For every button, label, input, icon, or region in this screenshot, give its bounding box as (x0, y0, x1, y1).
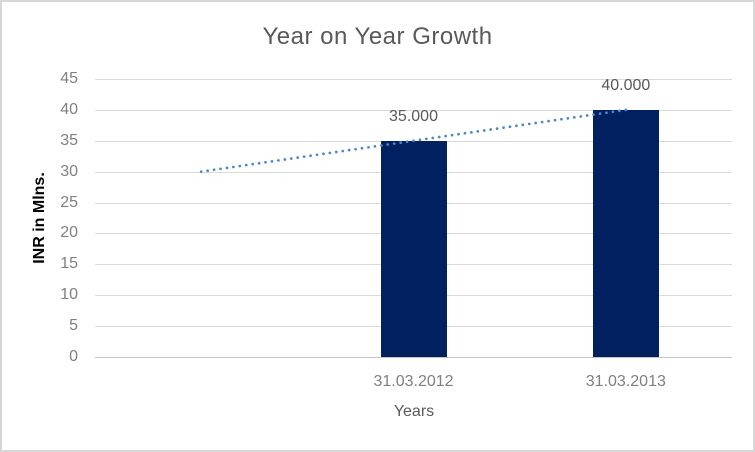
data-label: 40.000 (601, 76, 651, 94)
y-tick-label: 10 (60, 286, 78, 304)
chart-title: Year on Year Growth (262, 23, 493, 50)
y-tick-label: 30 (60, 162, 78, 180)
data-label: 35.000 (389, 107, 438, 125)
gridline (95, 357, 732, 358)
y-tick-label: 5 (69, 317, 78, 335)
x-axis-title: Years (393, 403, 435, 420)
y-tick-label: 40 (60, 100, 78, 118)
y-tick-label: 15 (60, 255, 78, 273)
x-category-label: 31.03.2013 (585, 373, 666, 390)
x-category-label: 31.03.2012 (373, 373, 454, 390)
gridline (95, 79, 732, 80)
y-tick-label: 45 (60, 70, 78, 87)
y-tick-label: 20 (60, 224, 78, 242)
y-tick-label: 25 (60, 193, 78, 211)
y-tick-label: 0 (69, 348, 78, 365)
y-tick-label: 35 (60, 131, 78, 149)
bar (380, 140, 447, 357)
bar (592, 109, 659, 357)
